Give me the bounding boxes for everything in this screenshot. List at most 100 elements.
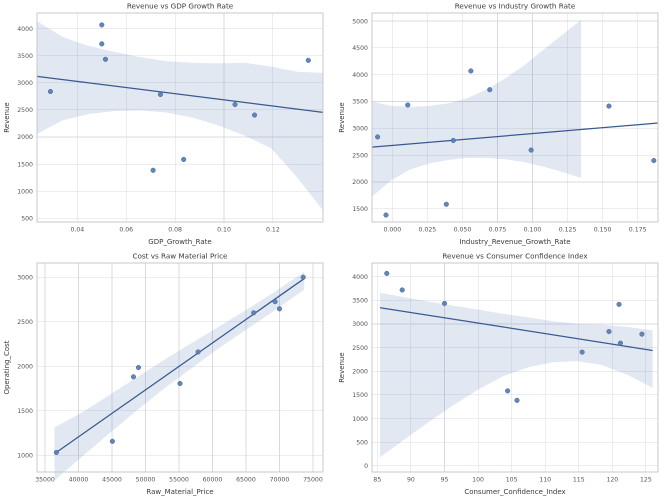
x-tick-label: 0.050 <box>454 227 472 234</box>
y-tick-label: 3000 <box>17 274 33 281</box>
x-tick-label: 105 <box>506 477 518 484</box>
x-tick-label: 40000 <box>69 477 89 484</box>
y-tick-label: 500 <box>356 439 368 446</box>
y-tick-label: 0 <box>364 463 368 470</box>
x-tick-label: 0.075 <box>489 227 507 234</box>
regression-line <box>371 122 659 148</box>
data-point <box>579 349 585 355</box>
grid <box>372 13 658 222</box>
y-tick-label: 1500 <box>352 206 368 213</box>
data-point <box>468 68 474 74</box>
grid <box>37 13 323 222</box>
plot-background <box>372 263 658 472</box>
data-point <box>383 212 389 218</box>
y-tick-label: 3000 <box>352 321 368 328</box>
x-tick-label: 0.125 <box>559 227 577 234</box>
x-tick-label: 0.06 <box>119 227 133 234</box>
confidence-interval-band <box>372 19 582 197</box>
y-tick-label: 3500 <box>352 298 368 305</box>
data-point <box>651 158 657 164</box>
grid <box>37 263 323 472</box>
chart-panel-revenue-gdp-growth: 0.04 0.06 0.08 0.10 0.12 500 1000 1500 2000 2500 3… <box>0 0 334 250</box>
data-point <box>399 287 405 293</box>
data-point <box>514 397 520 403</box>
y-tick-label: 2500 <box>352 345 368 352</box>
x-tick-label: 0.08 <box>168 227 182 234</box>
data-point <box>639 331 645 337</box>
data-point <box>102 56 108 62</box>
x-tick-label: 50000 <box>136 477 156 484</box>
x-tick-labels: 35000 40000 45000 50000 55000 60000 65000 70000… <box>35 477 323 484</box>
chart-title: Cost vs Raw Material Price <box>133 252 229 261</box>
data-point <box>606 329 612 335</box>
y-tick-label: 4000 <box>17 26 33 33</box>
x-tick-label: 110 <box>539 477 551 484</box>
plot-background <box>37 13 323 222</box>
data-point <box>157 91 163 98</box>
y-tick-label: 5000 <box>352 18 368 25</box>
data-points <box>375 68 657 218</box>
x-tick-label: 115 <box>573 477 585 484</box>
data-point <box>251 310 257 316</box>
data-point <box>616 301 622 307</box>
y-tick-label: 1500 <box>17 408 33 415</box>
y-tick-label: 500 <box>21 215 33 222</box>
y-tick-label: 1000 <box>352 416 368 423</box>
data-point <box>487 87 493 93</box>
y-tick-label: 3000 <box>352 126 368 133</box>
x-tick-label: 85 <box>373 477 381 484</box>
data-point <box>272 299 278 305</box>
x-tick-labels: 0.04 0.06 0.08 0.10 0.12 <box>70 227 279 234</box>
data-points <box>384 270 645 403</box>
chart-svg: 85 90 95 100 105 110 115 120 125 0 500 1000 1500 2000… <box>338 252 659 496</box>
x-tick-label: 0.150 <box>594 227 612 234</box>
chart-title: Revenue vs Industry Growth Rate <box>455 2 576 11</box>
y-tick-label: 4000 <box>352 72 368 79</box>
data-point <box>109 438 115 444</box>
x-tick-labels: 0.000 0.025 0.050 0.075 0.100 0.125 0.150 0.175 <box>383 227 646 234</box>
x-tick-label: 65000 <box>236 477 256 484</box>
x-tick-label: 0.04 <box>70 227 84 234</box>
chart-title: Revenue vs GDP Growth Rate <box>127 2 234 11</box>
data-point <box>135 364 142 371</box>
y-tick-label: 2000 <box>17 134 33 141</box>
data-point <box>195 349 201 355</box>
x-tick-label: 0.100 <box>524 227 542 234</box>
plot-spines <box>371 12 659 223</box>
chart-panel-revenue-industry-growth: 0.000 0.025 0.050 0.075 0.100 0.125 0.150 0.175… <box>335 0 669 250</box>
y-axis-label: Revenue <box>338 352 346 383</box>
regression-line <box>36 75 324 113</box>
data-point <box>130 374 136 380</box>
data-point <box>528 147 534 153</box>
y-tick-labels: 1000 1500 2000 2500 3000 <box>17 274 33 459</box>
data-points <box>47 22 311 173</box>
y-tick-label: 3000 <box>17 80 33 87</box>
x-axis-label: Raw_Material_Price <box>146 488 213 496</box>
x-axis-label: Consumer_Confidence_Index <box>464 488 565 496</box>
x-tick-label: 0.10 <box>217 227 231 234</box>
x-tick-label: 100 <box>472 477 484 484</box>
confidence-interval-band <box>54 271 305 481</box>
x-tick-label: 125 <box>640 477 652 484</box>
regression-line <box>379 307 653 352</box>
plot-spines <box>36 12 324 223</box>
x-axis-label: Industry_Revenue_Growth_Rate <box>459 238 570 246</box>
data-point <box>177 380 183 387</box>
y-tick-label: 2500 <box>17 107 33 114</box>
y-tick-labels: 1500 2000 2500 3000 3500 4000 4500 5000 <box>352 18 368 213</box>
plot-spines <box>371 262 659 473</box>
y-tick-label: 4500 <box>352 45 368 52</box>
data-point <box>606 103 612 109</box>
x-tick-label: 60000 <box>203 477 223 484</box>
plot-background <box>37 263 323 472</box>
data-point <box>441 300 448 306</box>
y-tick-labels: 0 500 1000 1500 2000 2500 3000 3500 4000 <box>352 274 368 470</box>
data-point <box>99 22 105 28</box>
y-axis-label: Operating_Cost <box>3 340 11 394</box>
x-tick-label: 70000 <box>270 477 290 484</box>
data-point <box>305 57 311 63</box>
y-tick-label: 2500 <box>17 319 33 326</box>
x-tick-label: 90 <box>407 477 415 484</box>
y-axis-label: Revenue <box>3 102 11 133</box>
data-point <box>300 274 306 280</box>
